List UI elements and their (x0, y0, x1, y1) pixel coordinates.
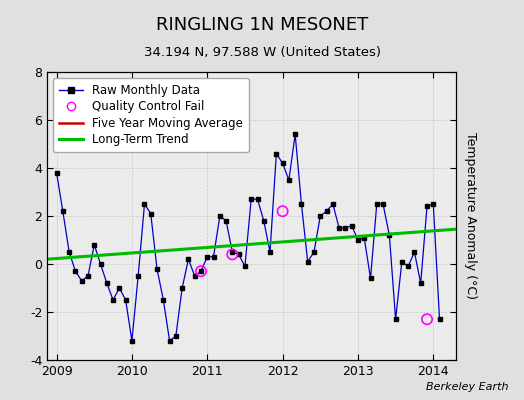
Point (278, 208, 287, 214)
Point (423, 316, 431, 322)
Text: RINGLING 1N MESONET: RINGLING 1N MESONET (156, 16, 368, 34)
Legend: Raw Monthly Data, Quality Control Fail, Five Year Moving Average, Long-Term Tren: Raw Monthly Data, Quality Control Fail, … (53, 78, 249, 152)
Point (228, 251, 236, 258)
Text: Berkeley Earth: Berkeley Earth (426, 382, 508, 392)
Point (197, 268, 205, 274)
Y-axis label: Temperature Anomaly (°C): Temperature Anomaly (°C) (464, 132, 477, 300)
Text: 34.194 N, 97.588 W (United States): 34.194 N, 97.588 W (United States) (144, 46, 380, 59)
